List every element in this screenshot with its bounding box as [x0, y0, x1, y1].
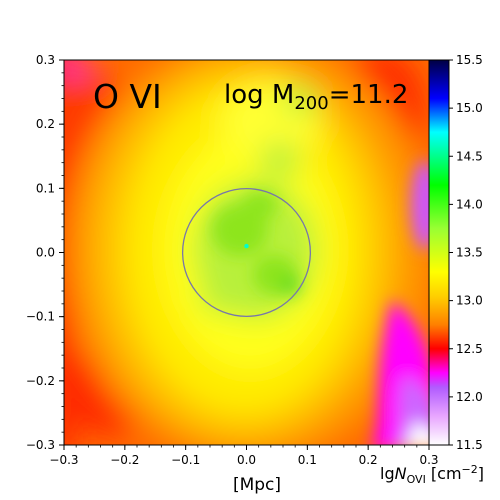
y-tick-label: −0.3	[26, 438, 55, 452]
y-tick-label: 0.3	[36, 53, 55, 67]
central-galaxy-marker	[244, 243, 249, 249]
colorbar-tick-label: 15.5	[456, 53, 483, 67]
x-tick-label: −0.1	[171, 453, 200, 467]
colorbar-axis: 11.5 12.0 12.5 13.0 13.5 14.0 14.5 15.0 15.5	[449, 53, 483, 452]
halo-mass-annotation: log M200=11.2	[224, 80, 408, 114]
colorbar	[428, 59, 450, 446]
virial-radius-circle	[181, 187, 312, 318]
y-tick-label: 0.0	[36, 246, 55, 260]
x-tick-label: −0.3	[49, 453, 78, 467]
chart-title: O VI	[93, 77, 162, 116]
y-tick-label: 0.2	[36, 117, 55, 131]
colorbar-label: lgNOVI [cm−2]	[380, 463, 484, 486]
colorbar-tick-label: 14.0	[456, 197, 483, 211]
y-tick-label: −0.1	[26, 310, 55, 324]
x-axis-label: [Mpc]	[233, 475, 281, 495]
colorbar-tick-label: 14.5	[456, 149, 483, 163]
colorbar-tick-label: 12.0	[456, 390, 483, 404]
x-tick-label: −0.2	[110, 453, 139, 467]
colorbar-tick-label: 15.0	[456, 101, 483, 115]
y-tick-label: −0.2	[26, 374, 55, 388]
x-tick-label: 0.1	[298, 453, 317, 467]
x-axis: −0.3 −0.2 −0.1 0.0 0.1 0.2 0.3	[49, 445, 439, 467]
colorbar-tick-label: 12.5	[456, 342, 483, 356]
x-tick-label: 0.3	[419, 453, 438, 467]
x-tick-label: 0.0	[237, 453, 256, 467]
y-axis: −0.3 −0.2 −0.1 0.0 0.1 0.2 0.3	[26, 53, 64, 452]
column-density-map	[64, 60, 429, 445]
x-tick-label: 0.2	[359, 453, 378, 467]
colorbar-tick-label: 11.5	[456, 438, 483, 452]
y-tick-label: 0.1	[36, 181, 55, 195]
colorbar-tick-label: 13.0	[456, 294, 483, 308]
colorbar-tick-label: 13.5	[456, 246, 483, 260]
